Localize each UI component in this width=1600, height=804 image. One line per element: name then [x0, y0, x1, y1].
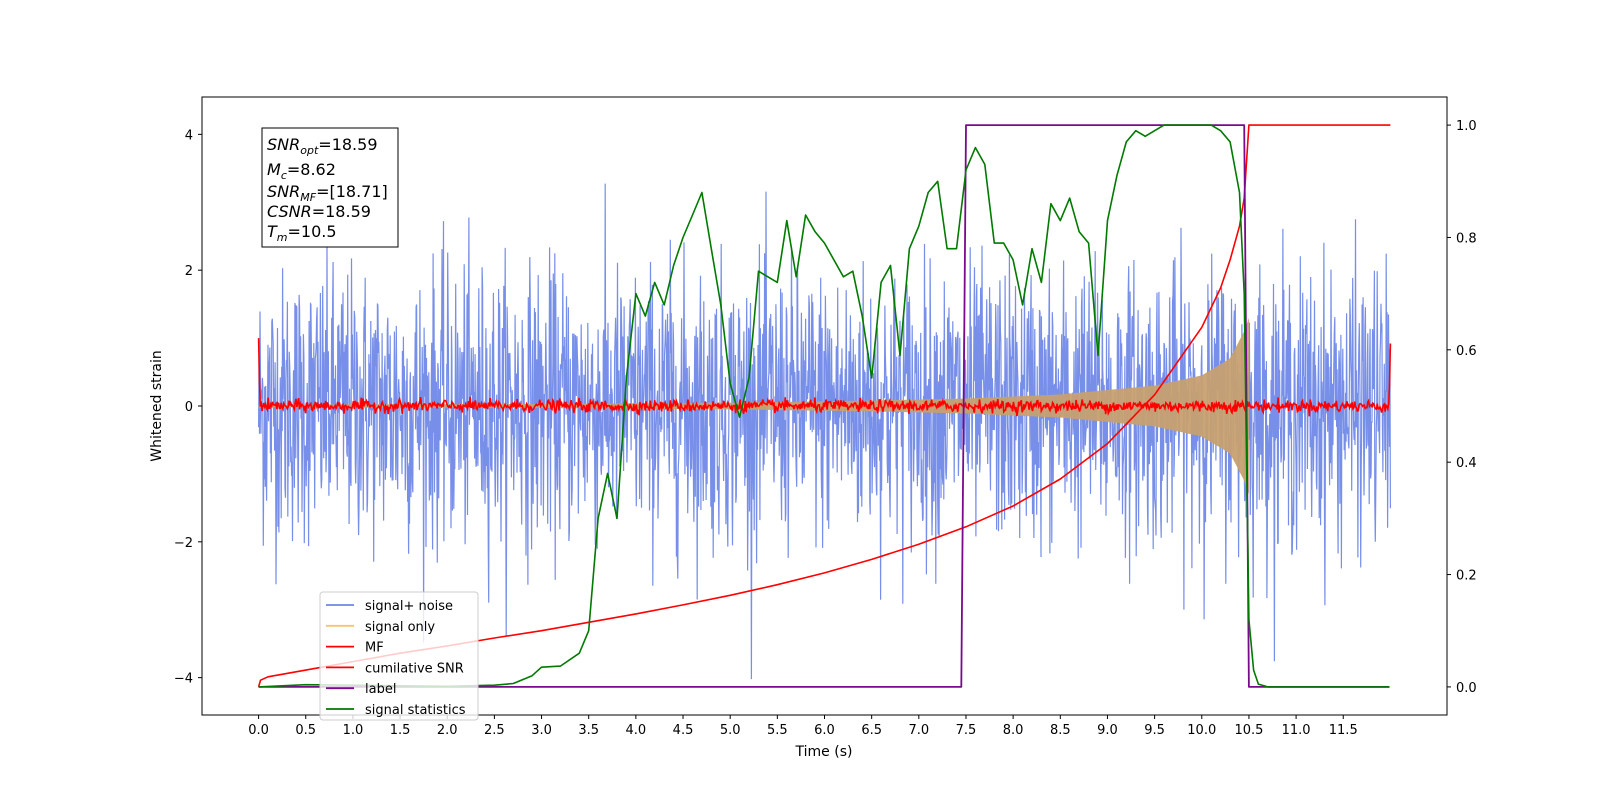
info-snr-opt: SNRopt=18.59: [267, 135, 378, 157]
x-tick-label: 10.5: [1234, 723, 1263, 738]
x-axis-label: Time (s): [795, 744, 853, 760]
x-tick-label: 0.0: [248, 723, 269, 738]
left-y-tick-label: 0: [185, 400, 193, 415]
x-tick-label: 5.5: [767, 723, 788, 738]
series-signal-only: [258, 317, 1249, 495]
right-y-tick-label: 1.0: [1456, 119, 1477, 134]
x-tick-label: 9.0: [1097, 723, 1118, 738]
x-tick-label: 6.0: [814, 723, 835, 738]
x-tick-label: 9.5: [1144, 723, 1165, 738]
info-merger-time: Tm=10.5: [267, 222, 337, 244]
legend: signal+ noise signal only MF cumilative SNR…: [319, 591, 479, 721]
x-tick-label: 6.5: [861, 723, 882, 738]
info-csnr: CSNR=18.59: [267, 202, 371, 221]
right-y-tick-label: 0.8: [1456, 231, 1477, 246]
right-y-tick-label: 0.6: [1456, 344, 1477, 359]
x-tick-label: 5.0: [720, 723, 741, 738]
x-tick-label: 2.5: [484, 723, 505, 738]
x-tick-label: 4.0: [626, 723, 647, 738]
legend-entry-label: signal only: [365, 620, 435, 635]
x-tick-label: 7.5: [956, 723, 977, 738]
info-box: SNRopt=18.59 Mc=8.62 SNRMF=[18.71] CSNR=…: [261, 127, 399, 248]
right-y-tick-label: 0.4: [1456, 456, 1477, 471]
info-chirp-mass: Mc=8.62: [267, 160, 336, 182]
left-y-tick-label: 4: [185, 128, 193, 143]
series-signal-statistics: [258, 124, 1390, 688]
right-y-tick-label: 0.2: [1456, 569, 1477, 584]
x-tick-label: 1.5: [390, 723, 411, 738]
legend-frame: [319, 591, 479, 721]
x-tick-label: 3.0: [531, 723, 552, 738]
left-y-tick-label: 2: [185, 264, 193, 279]
x-tick-label: 0.5: [295, 723, 316, 738]
y-axis-label: Whitened strain: [149, 350, 165, 461]
x-tick-label: 4.5: [673, 723, 694, 738]
x-tick-label: 1.0: [343, 723, 364, 738]
legend-entry-label: cumilative SNR: [365, 661, 464, 676]
left-y-axis-ticks: 4 2 0 −2 −4: [174, 128, 202, 687]
right-y-axis-ticks: 1.0 0.8 0.6 0.4 0.2 0.0: [1447, 119, 1477, 696]
x-tick-label: 8.0: [1003, 723, 1024, 738]
x-tick-label: 2.0: [437, 723, 458, 738]
series-mf: [257, 338, 1392, 417]
x-tick-label: 3.5: [578, 723, 599, 738]
x-tick-label: 11.0: [1282, 723, 1311, 738]
left-y-tick-label: −2: [174, 536, 193, 551]
right-y-tick-label: 0.0: [1456, 681, 1477, 696]
legend-entry-label: label: [365, 682, 396, 697]
left-y-tick-label: −4: [174, 672, 193, 687]
legend-entry-label: signal+ noise: [365, 599, 453, 614]
info-snr-mf: SNRMF=[18.71]: [267, 182, 388, 204]
x-tick-label: 10.0: [1187, 723, 1216, 738]
x-tick-label: 8.5: [1050, 723, 1071, 738]
legend-entry-label: signal statistics: [365, 703, 466, 718]
legend-entry-label: MF: [365, 641, 384, 656]
x-tick-label: 7.0: [908, 723, 929, 738]
info-box-frame: [261, 127, 399, 248]
x-tick-label: 11.5: [1329, 723, 1358, 738]
series-signal-plus-noise: [258, 183, 1391, 680]
x-axis-ticks: 0.0 0.5 1.0 1.5 2.0 2.5 3.0 3.5 4.0 4.5 5.0 5.5 6.0 6…: [248, 715, 1358, 738]
